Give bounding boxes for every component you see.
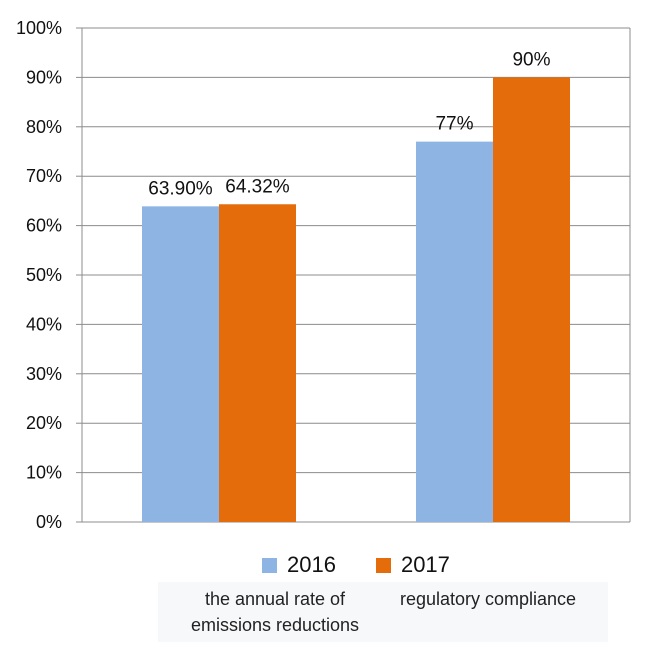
bar-2017-0 <box>219 204 296 522</box>
y-tick-label: 40% <box>26 314 62 334</box>
y-tick-label: 70% <box>26 166 62 186</box>
y-tick-label: 80% <box>26 117 62 137</box>
legend-item-2016: 2016 <box>262 552 336 578</box>
bar-2016-1 <box>416 141 493 522</box>
y-tick-label: 20% <box>26 413 62 433</box>
legend: 2016 2017 <box>262 552 490 578</box>
y-tick-label: 100% <box>16 18 62 38</box>
data-label: 90% <box>512 49 550 70</box>
y-tick-label: 10% <box>26 463 62 483</box>
y-tick-label: 90% <box>26 67 62 87</box>
category-label-line: regulatory compliance <box>399 589 577 609</box>
legend-swatch-2017 <box>375 557 391 573</box>
legend-label-2017: 2017 <box>400 552 450 577</box>
data-label: 63.90% <box>148 178 213 199</box>
y-tick-label: 30% <box>26 364 62 384</box>
legend-label-2016: 2016 <box>287 552 336 577</box>
y-axis: 0% 10% 20% 30% 40% 50% 60% 70% 80% 90% 100% <box>16 18 631 532</box>
bars <box>142 77 570 523</box>
category-label-line: emissions reductions <box>190 615 360 635</box>
data-labels: 63.90% 64.32% 77% 90% <box>148 49 550 199</box>
y-tick-label: 60% <box>26 216 62 236</box>
category-label-compliance: regulatory compliance <box>372 586 604 612</box>
category-label-emissions: the annual rate of emissions reductions <box>170 586 380 638</box>
legend-item-2017: 2017 <box>375 552 450 578</box>
y-tick-label: 0% <box>36 512 62 532</box>
data-label: 64.32% <box>225 176 290 197</box>
bar-2016-0 <box>142 206 219 523</box>
category-labels-panel <box>158 582 608 642</box>
legend-swatch-2016 <box>262 557 277 573</box>
y-tick-label: 50% <box>26 265 62 285</box>
bar-chart: 0% 10% 20% 30% 40% 50% 60% 70% 80% 90% 100% 63.90%… <box>16 18 631 532</box>
data-label: 77% <box>435 114 473 135</box>
category-label-line: the annual rate of <box>204 589 346 609</box>
bar-2017-1 <box>493 77 570 523</box>
